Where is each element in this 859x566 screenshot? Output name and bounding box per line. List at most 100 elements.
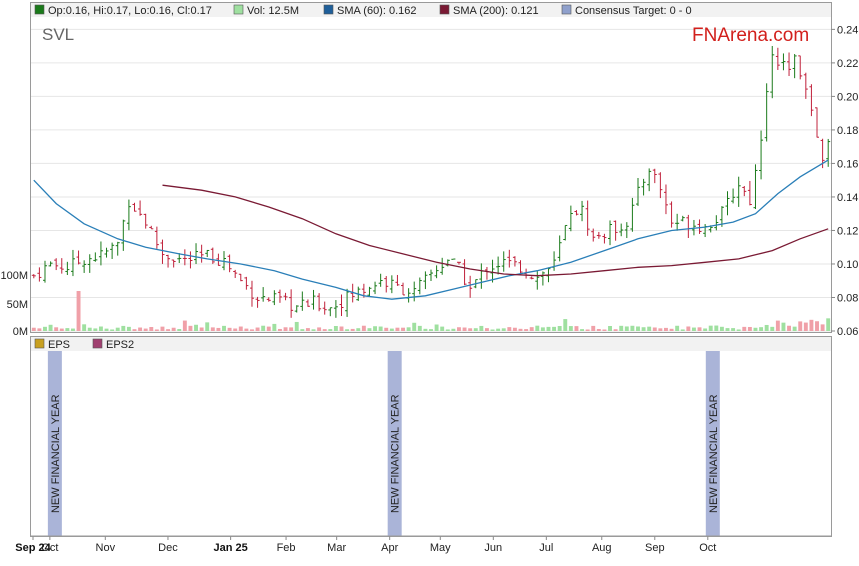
volume-bar — [703, 328, 707, 331]
price-tick-label: 0.20 — [837, 91, 858, 103]
legend-consensus: Consensus Target: 0 - 0 — [575, 5, 692, 17]
consensus-swatch — [562, 5, 571, 14]
volume-bar — [155, 329, 159, 331]
month-label: Feb — [277, 542, 296, 554]
volume-bar — [334, 326, 338, 331]
volume-bar — [37, 328, 41, 331]
volume-bar — [256, 328, 260, 331]
volume-bar — [121, 326, 125, 331]
month-label: Sep — [645, 542, 665, 554]
volume-bar — [726, 328, 730, 331]
volume-bar — [614, 329, 618, 331]
volume-bar — [670, 329, 674, 331]
price-tick-label: 0.06 — [837, 326, 858, 338]
volume-bar — [177, 329, 181, 331]
volume-bar — [211, 327, 215, 331]
price-tick-label: 0.22 — [837, 58, 858, 70]
volume-bar — [300, 329, 304, 331]
volume-bar — [754, 328, 758, 331]
vol-swatch — [234, 5, 243, 14]
volume-bar — [479, 326, 483, 331]
volume-bar — [815, 321, 819, 331]
month-label: Oct — [41, 542, 58, 554]
price-tick-label: 0.18 — [837, 125, 858, 137]
volume-bar — [457, 327, 461, 331]
volume-bar — [216, 328, 220, 331]
month-label: Oct — [699, 542, 716, 554]
volume-bar — [709, 326, 713, 331]
volume-bar — [149, 327, 153, 331]
volume-bar — [49, 325, 53, 331]
financial-year-marker: NEW FINANCIAL YEAR — [388, 350, 402, 536]
volume-bar — [804, 323, 808, 331]
volume-bar — [306, 328, 310, 331]
volume-bar — [429, 329, 433, 331]
volume-bar — [88, 328, 92, 331]
volume-bar — [323, 329, 327, 331]
volume-bar — [446, 329, 450, 331]
volume-bar — [630, 326, 634, 331]
volume-bar — [519, 329, 523, 331]
sma200-swatch — [440, 5, 449, 14]
month-label: Jul — [539, 542, 553, 554]
financial-year-marker: NEW FINANCIAL YEAR — [706, 350, 720, 536]
volume-bar — [793, 327, 797, 331]
volume-bar — [569, 326, 573, 331]
volume-bar — [261, 326, 265, 331]
volume-bar — [345, 329, 349, 331]
volume-bar — [513, 328, 517, 331]
volume-bar — [133, 329, 137, 331]
volume-bar — [71, 329, 75, 331]
volume-bar — [474, 328, 478, 331]
volume-bar — [435, 325, 439, 331]
volume-bar — [166, 329, 170, 331]
volume-bar — [373, 326, 377, 331]
volume-bar — [580, 329, 584, 331]
volume-bar — [507, 327, 511, 331]
volume-bar — [463, 328, 467, 331]
volume-bar — [524, 329, 528, 331]
month-label: Nov — [96, 542, 116, 554]
volume-bar — [653, 327, 657, 331]
price-tick-label: 0.12 — [837, 225, 858, 237]
ticker-label: SVL — [42, 25, 74, 44]
volume-bar — [535, 326, 539, 331]
volume-bar — [720, 327, 724, 331]
volume-bar — [821, 324, 825, 331]
volume-bar — [491, 329, 495, 331]
volume-bar — [138, 328, 142, 331]
volume-bar — [547, 327, 551, 331]
volume-bar — [776, 321, 780, 331]
volume-bar — [144, 329, 148, 331]
volume-bar — [200, 327, 204, 331]
volume-bar — [502, 328, 506, 331]
volume-bar — [664, 328, 668, 331]
volume-bar — [65, 328, 69, 331]
volume-bar — [647, 327, 651, 331]
volume-bar — [686, 326, 690, 331]
month-label: Mar — [327, 542, 346, 554]
volume-bar — [636, 326, 640, 331]
volume-bar — [748, 327, 752, 331]
volume-bar — [731, 328, 735, 331]
legend-sma60: SMA (60): 0.162 — [337, 5, 417, 17]
volume-bar — [278, 329, 282, 331]
volume-bar — [272, 324, 276, 331]
price-panel — [31, 3, 832, 333]
volume-bar — [368, 328, 372, 331]
time-axis: Sep 24Oct Nov Dec Jan 25 Feb Mar Apr May Jun Jul A… — [15, 536, 831, 554]
volume-bar — [765, 325, 769, 331]
volume-tick-label: 0M — [13, 326, 28, 338]
volume-bar — [312, 329, 316, 331]
volume-bar — [530, 327, 534, 331]
volume-bar — [228, 328, 232, 331]
volume-bar — [809, 320, 813, 331]
price-tick-label: 0.08 — [837, 292, 858, 304]
volume-bar — [110, 329, 114, 331]
volume-tick-label: 100M — [0, 270, 28, 282]
volume-bar — [395, 328, 399, 331]
volume-bar — [284, 327, 288, 331]
volume-bar — [250, 329, 254, 331]
volume-bar — [317, 327, 321, 331]
volume-bar — [625, 326, 629, 331]
